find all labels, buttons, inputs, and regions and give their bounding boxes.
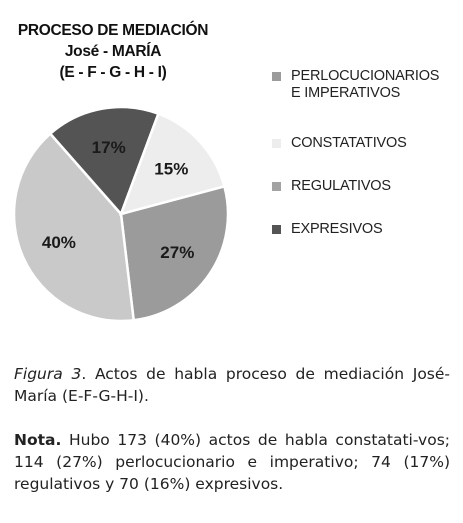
legend-swatch [272, 139, 281, 148]
figure-note: Nota. Hubo 173 (40%) actos de habla cons… [14, 429, 450, 495]
pie-slice [48, 105, 160, 217]
legend-swatch [272, 182, 281, 191]
note-label: Nota. [14, 431, 62, 449]
legend-item: EXPRESIVOS [272, 221, 383, 238]
legend-item: REGULATIVOS [272, 178, 391, 195]
figure-caption-text: . Actos de habla proceso de mediación Jo… [14, 365, 451, 405]
note-text: Hubo 173 (40%) actos de habla constatati… [14, 431, 450, 493]
legend-item: PERLOCUCIONARIOS E IMPERATIVOS [272, 68, 439, 102]
legend-swatch [272, 72, 281, 81]
legend-label-line: REGULATIVOS [291, 178, 391, 194]
legend-swatch [272, 225, 281, 234]
chart-title-line: José - MARÍA [64, 43, 162, 60]
pie-data-label: 15% [154, 159, 188, 178]
pie-data-label: 17% [92, 138, 126, 157]
legend-label: CONSTATATIVOS [291, 135, 407, 152]
pie-slice [12, 131, 136, 323]
legend-label-line: EXPRESIVOS [291, 221, 383, 237]
pie-data-label: 27% [160, 243, 194, 262]
legend-label-line: E IMPERATIVOS [291, 85, 401, 101]
pie-slice [119, 184, 230, 322]
figure-label: Figura 3 [14, 365, 82, 383]
legend-label: PERLOCUCIONARIOS E IMPERATIVOS [291, 68, 439, 102]
legend-label: EXPRESIVOS [291, 221, 383, 238]
pie-slice [118, 112, 226, 216]
legend-item: CONSTATATIVOS [272, 135, 407, 152]
pie-chart: 27% 40% 17% 15% [12, 105, 230, 323]
chart-title-line: (E - F - G - H - I) [59, 64, 167, 81]
legend-label-line: CONSTATATIVOS [291, 135, 407, 151]
chart-title-line: PROCESO DE MEDIACIÓN [17, 22, 209, 39]
chart-title: PROCESO DE MEDIACIÓN José - MARÍA (E - F… [6, 20, 220, 83]
legend-label: REGULATIVOS [291, 178, 391, 195]
pie-data-label: 40% [42, 233, 76, 252]
legend-label-line: PERLOCUCIONARIOS [291, 68, 440, 84]
figure-caption: Figura 3. Actos de habla proceso de medi… [14, 363, 450, 407]
